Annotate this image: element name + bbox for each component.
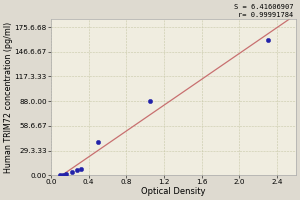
Point (64, 172, 68, 175)
Point (79, 167, 83, 170)
Point (61, 174, 66, 177)
Point (58, 174, 63, 177)
Point (148, 99, 152, 103)
Text: S = 6.41606907
r= 0.99991784: S = 6.41606907 r= 0.99991784 (234, 4, 293, 18)
Point (75, 169, 80, 172)
Y-axis label: Human TRIM72 concentration (pg/ml): Human TRIM72 concentration (pg/ml) (4, 22, 13, 173)
Point (96, 140, 100, 143)
X-axis label: Optical Density: Optical Density (141, 187, 206, 196)
Point (265, 39, 270, 42)
Point (69, 170, 74, 174)
